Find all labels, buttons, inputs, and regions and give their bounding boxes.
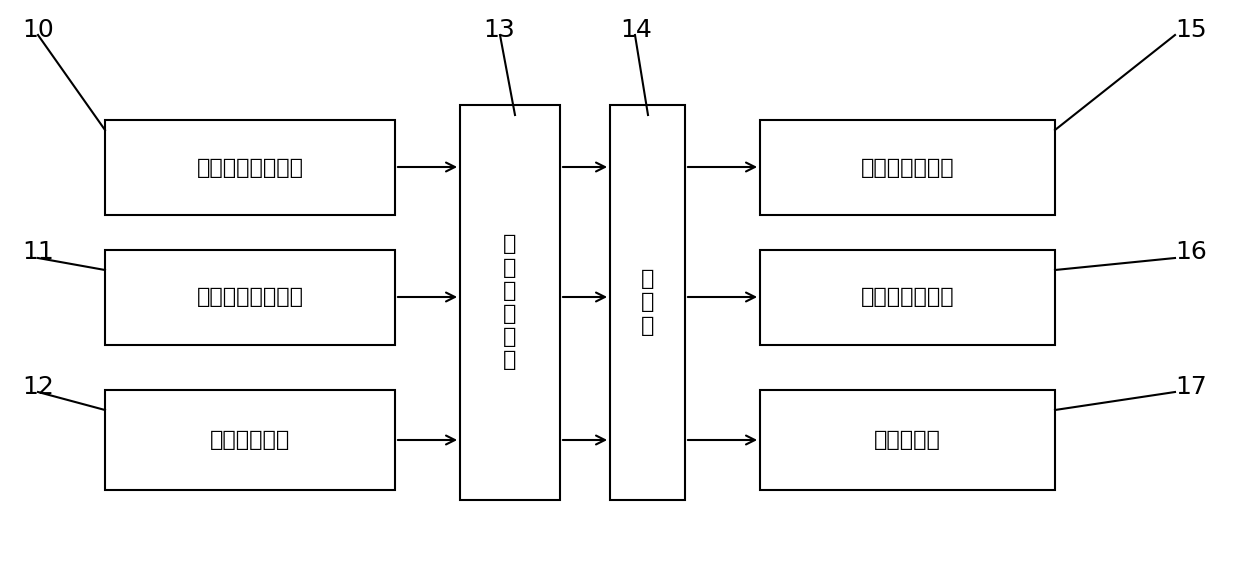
Bar [460,105,560,500]
Bar [105,120,396,215]
Bar [760,390,1055,490]
Text: 薄膜式压力传感器: 薄膜式压力传感器 [196,157,304,178]
Text: 锁头到位开关: 锁头到位开关 [210,430,290,450]
Text: 控
制
器: 控 制 器 [641,269,655,336]
Text: 数
据
处
理
模
块: 数 据 处 理 模 块 [503,235,517,371]
Text: 15: 15 [1176,18,1207,42]
Text: 11: 11 [22,240,53,264]
Bar [105,390,396,490]
Bar [610,105,684,500]
Text: 14: 14 [620,18,652,42]
Text: 10: 10 [22,18,53,42]
Text: 拉线式位移传感器: 拉线式位移传感器 [196,288,304,307]
Text: 垂向液压缸: 垂向液压缸 [874,430,941,450]
Text: 一号横向液压缸: 一号横向液压缸 [861,157,955,178]
Bar [760,250,1055,345]
Bar [760,120,1055,215]
Text: 二号横向液压缸: 二号横向液压缸 [861,288,955,307]
Bar [105,250,396,345]
Text: 12: 12 [22,375,53,399]
Text: 16: 16 [1176,240,1207,264]
Text: 13: 13 [484,18,515,42]
Text: 17: 17 [1176,375,1207,399]
